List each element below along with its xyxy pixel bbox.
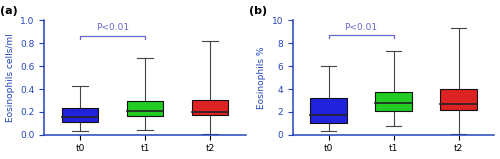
Y-axis label: Eosinophils %: Eosinophils % xyxy=(257,46,266,109)
Text: (b): (b) xyxy=(248,6,266,16)
Bar xyxy=(440,89,477,110)
Y-axis label: Eosinophils cells/ml: Eosinophils cells/ml xyxy=(6,33,15,122)
Bar xyxy=(62,108,98,122)
Bar xyxy=(192,100,228,115)
Bar xyxy=(376,92,412,111)
Text: (a): (a) xyxy=(0,6,18,16)
Bar xyxy=(310,98,347,123)
Text: P<0.01: P<0.01 xyxy=(96,23,129,32)
Bar xyxy=(127,101,164,116)
Text: P<0.01: P<0.01 xyxy=(344,23,378,32)
